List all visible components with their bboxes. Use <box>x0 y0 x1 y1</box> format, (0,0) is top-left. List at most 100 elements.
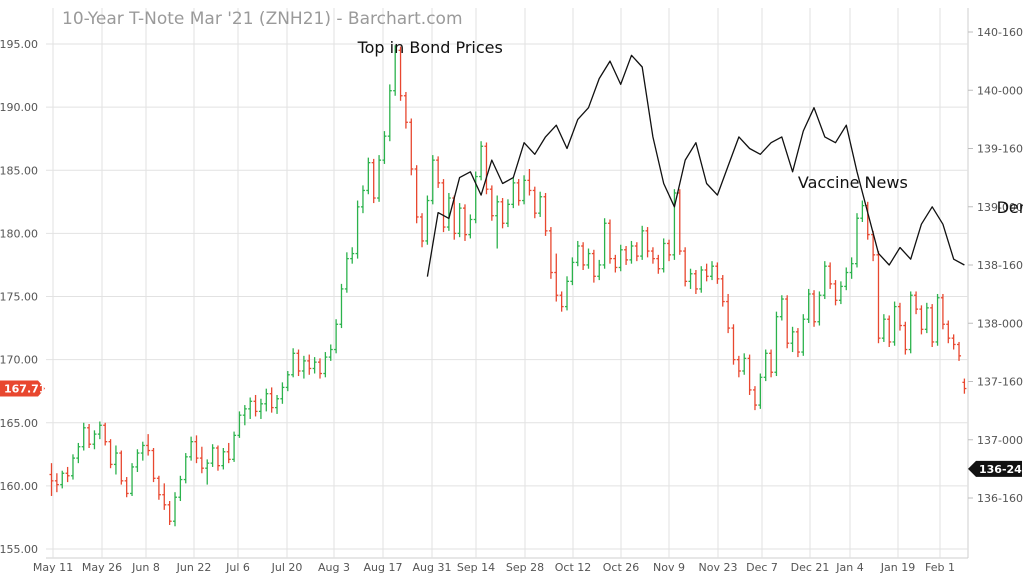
ohlc-bar <box>591 249 596 283</box>
ohlc-bar <box>130 463 135 496</box>
ohlc-bar <box>586 248 591 269</box>
ohlc-bar <box>645 227 650 258</box>
ohlc-bar <box>371 158 376 204</box>
ohlc-bar <box>489 185 494 221</box>
ohlc-bar <box>565 276 570 311</box>
right-tick-label: 139-000 <box>977 201 1023 214</box>
ohlc-bar <box>97 421 102 440</box>
ohlc-bar <box>49 463 54 496</box>
ohlc-bar <box>156 475 161 500</box>
left-tick-label: 165.00 <box>0 417 38 430</box>
ohlc-bar <box>505 199 510 228</box>
ohlc-bar <box>135 449 140 472</box>
right-tick-label: 137-160 <box>977 376 1023 389</box>
ohlc-bar <box>656 254 661 274</box>
ohlc-bar <box>215 445 220 471</box>
ohlc-bar <box>924 302 929 334</box>
ohlc-bar <box>957 341 962 361</box>
x-tick-label: Jul 20 <box>271 561 303 574</box>
ohlc-bar <box>226 442 231 464</box>
ohlc-bar <box>285 370 290 392</box>
ohlc-bar <box>301 355 306 379</box>
ohlc-bar <box>479 141 484 181</box>
ohlc-bar <box>860 200 865 223</box>
x-tick-label: Nov 23 <box>699 561 738 574</box>
ohlc-bar <box>548 227 553 279</box>
ohlc-bar <box>736 355 741 378</box>
ohlc-bar <box>624 246 629 265</box>
x-tick-label: Aug 17 <box>364 561 403 574</box>
right-tick-label: 136-160 <box>977 492 1023 505</box>
x-tick-label: Jan 4 <box>835 561 863 574</box>
ohlc-bar <box>269 387 274 413</box>
ohlc-bar <box>575 240 580 267</box>
x-tick-label: Sep 28 <box>506 561 544 574</box>
ohlc-bar <box>930 304 935 347</box>
x-tick-label: Sep 14 <box>457 561 495 574</box>
ohlc-bar <box>457 203 462 238</box>
left-last-value-label: 167.71 <box>4 383 46 396</box>
overlay-line <box>426 54 965 277</box>
ohlc-bar <box>801 314 806 356</box>
ohlc-bar <box>516 179 521 206</box>
ohlc-bar <box>812 290 817 327</box>
ohlc-bar <box>951 334 956 350</box>
ohlc-bar <box>167 501 172 526</box>
ohlc-bar <box>693 269 698 294</box>
ohlc-bar <box>87 424 92 448</box>
ohlc-bar <box>414 165 419 224</box>
annotation-label: Vaccine News <box>798 173 908 192</box>
ohlc-bar <box>242 405 247 426</box>
ohlc-bar <box>103 422 108 446</box>
ohlc-bar <box>162 483 167 510</box>
ohlc-bar <box>790 326 795 353</box>
ohlc-bar <box>822 261 827 300</box>
ohlc-bar <box>522 175 527 205</box>
ohlc-bar <box>232 431 237 462</box>
ohlc-bar <box>76 442 81 464</box>
ohlc-bar <box>253 394 258 417</box>
x-tick-label: Jan 19 <box>880 561 915 574</box>
ohlc-bar <box>538 191 543 217</box>
ohlc-bar <box>704 263 709 282</box>
ohlc-bar <box>710 261 715 281</box>
ohlc-bar <box>323 352 328 378</box>
ohlc-bar <box>393 45 398 96</box>
x-tick-label: Oct 12 <box>555 561 592 574</box>
ohlc-bar <box>199 446 204 474</box>
ohlc-bar <box>876 251 881 344</box>
ohlc-bar <box>178 475 183 502</box>
ohlc-bar <box>92 430 97 450</box>
ohlc-bar <box>640 225 645 260</box>
ohlc-bar <box>403 91 408 129</box>
ohlc-bar <box>237 411 242 438</box>
ohlc-bar <box>914 291 919 315</box>
ohlc-bar <box>296 349 301 377</box>
ohlc-bar <box>795 328 800 358</box>
x-tick-label: Aug 3 <box>318 561 350 574</box>
ohlc-bar <box>946 320 951 344</box>
ohlc-bar <box>462 204 467 241</box>
ohlc-bar <box>785 295 790 349</box>
x-tick-label: Jun 8 <box>131 561 160 574</box>
right-tick-label: 138-160 <box>977 259 1023 272</box>
ohlc-bar <box>570 257 575 286</box>
ohlc-bar <box>908 291 913 354</box>
ohlc-bar <box>360 185 365 214</box>
right-tick-label: 137-000 <box>977 434 1023 447</box>
ohlc-bar <box>602 218 607 269</box>
ohlc-bar <box>806 288 811 324</box>
ohlc-bar <box>420 213 425 248</box>
ohlc-bar <box>650 247 655 264</box>
ohlc-bar <box>113 445 118 475</box>
ohlc-bar <box>667 239 672 262</box>
ohlc-bar <box>140 441 145 461</box>
ohlc-bar <box>280 382 285 404</box>
left-tick-label: 160.00 <box>0 480 38 493</box>
right-tick-label: 139-160 <box>977 143 1023 156</box>
ohlc-bar <box>838 281 843 305</box>
ohlc-bar <box>618 244 623 272</box>
ohlc-bar <box>752 386 757 411</box>
annotation-label: Top in Bond Prices <box>357 38 503 57</box>
